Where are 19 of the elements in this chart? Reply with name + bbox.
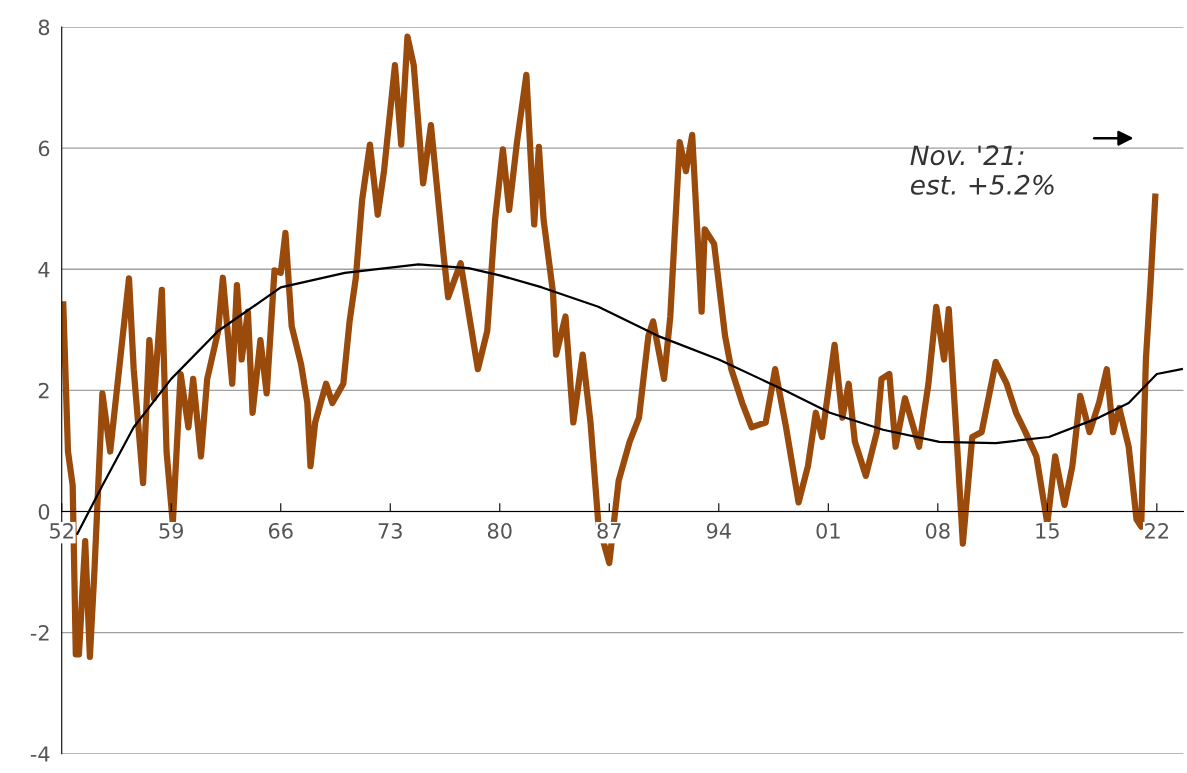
x-tick-label: 87 bbox=[597, 522, 621, 539]
x-tick-label: 08 bbox=[925, 522, 950, 539]
x-tick-label: 80 bbox=[487, 522, 512, 539]
annotation: Nov. '21: est. +5.2% bbox=[910, 145, 1054, 195]
y-tick-label: 8 bbox=[38, 19, 50, 36]
x-tick-label: 52 bbox=[50, 522, 73, 539]
x-tick-label: 22 bbox=[1145, 522, 1169, 539]
x-tick-label: 15 bbox=[1036, 523, 1059, 539]
y-tick-label: -4 bbox=[30, 746, 50, 762]
y-tick-label: 0 bbox=[38, 503, 50, 520]
x-tick-label: 94 bbox=[706, 522, 731, 539]
y-tick-label: 6 bbox=[38, 140, 50, 157]
x-tick-label: 59 bbox=[159, 522, 184, 539]
y-tick-label: -2 bbox=[30, 625, 49, 641]
x-tick-label: 73 bbox=[378, 522, 402, 539]
x-tick-label: 66 bbox=[268, 522, 293, 539]
y-tick-label: 4 bbox=[38, 261, 50, 278]
y-tick-label: 2 bbox=[38, 382, 49, 399]
x-tick-label: 01 bbox=[816, 522, 840, 539]
